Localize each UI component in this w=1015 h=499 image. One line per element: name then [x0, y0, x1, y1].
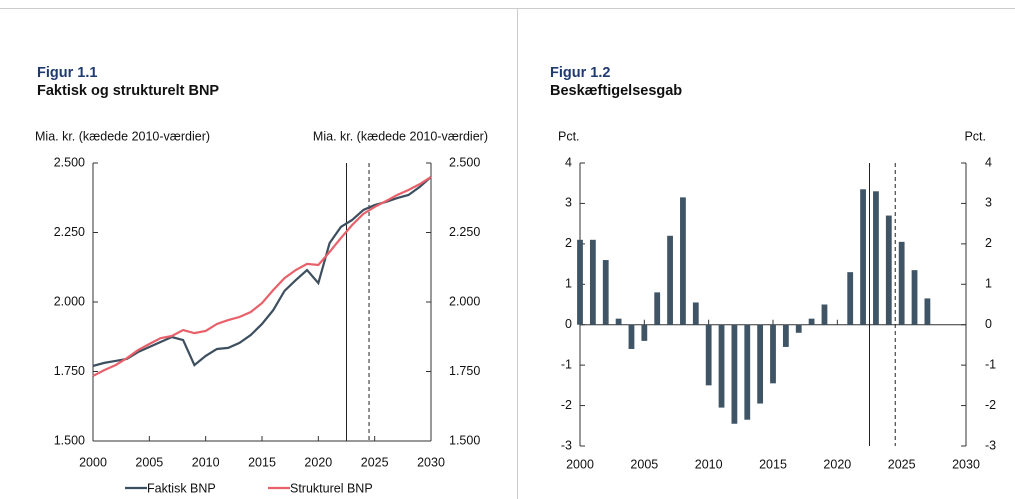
bar	[885, 215, 892, 325]
y-tick-label: 0	[565, 317, 572, 331]
legend-label: Strukturel BNP	[290, 481, 373, 495]
x-tick-label: 2015	[248, 455, 276, 469]
bar	[782, 324, 789, 347]
y-tick-label: 1.500	[54, 433, 85, 447]
y-tick-label: 1.750	[54, 364, 85, 378]
y-tick-label: 2.500	[54, 155, 85, 169]
x-tick-label: 2010	[695, 457, 723, 471]
x-tick-label: 2030	[952, 457, 980, 471]
y2-tick-label: 2	[985, 236, 992, 250]
x-tick-label: 2000	[566, 457, 594, 471]
x-tick-label: 2025	[361, 455, 389, 469]
bar	[680, 197, 686, 325]
bar	[705, 324, 712, 386]
bar	[898, 241, 905, 325]
y2-axis-label: Mia. kr. (kædede 2010-værdier)	[313, 129, 488, 143]
bar	[667, 235, 673, 325]
y2-tick-label: 1.500	[449, 433, 480, 447]
y-axis-label: Mia. kr. (kædede 2010-værdier)	[35, 129, 210, 143]
y-tick-label: 4	[565, 155, 572, 169]
bar	[847, 272, 854, 325]
x-tick-label: 2020	[304, 455, 332, 469]
y-tick-label: -1	[561, 357, 572, 371]
bar	[795, 324, 802, 333]
legend-label: Faktisk BNP	[147, 481, 216, 495]
y2-tick-label: -3	[985, 438, 996, 452]
y-tick-label: 1	[565, 277, 572, 291]
y-axis-label: Pct.	[558, 129, 580, 143]
bar	[602, 260, 609, 325]
y2-tick-label: 2.500	[449, 155, 480, 169]
bar	[628, 324, 635, 349]
x-tick-label: 2005	[630, 457, 658, 471]
y-tick-label: -2	[561, 398, 572, 412]
y2-tick-label: 4	[985, 155, 992, 169]
y-tick-label: 2	[565, 236, 572, 250]
x-tick-label: 2015	[759, 457, 787, 471]
bar	[641, 324, 648, 341]
bar	[589, 239, 596, 325]
y2-tick-label: -2	[985, 398, 996, 412]
y2-tick-label: 0	[985, 317, 992, 331]
y2-axis-label: Pct.	[964, 129, 986, 143]
bar	[770, 324, 776, 384]
series-line	[92, 175, 432, 377]
y2-tick-label: 1.750	[449, 364, 480, 378]
bar	[718, 324, 725, 408]
chart-title: Beskæftigelsesgab	[550, 83, 682, 99]
y-tick-label: 2.000	[54, 294, 85, 308]
y2-tick-label: -1	[985, 357, 996, 371]
bar	[744, 324, 751, 420]
x-tick-label: 2000	[79, 455, 107, 469]
bar	[577, 239, 583, 325]
x-tick-label: 2025	[888, 457, 916, 471]
bar	[911, 270, 918, 325]
bar	[821, 304, 828, 325]
y-tick-label: 2.250	[54, 225, 85, 239]
figure-label: Figur 1.2	[550, 65, 610, 81]
chart-title: Faktisk og strukturelt BNP	[37, 83, 219, 99]
bar	[692, 302, 699, 325]
bar	[924, 298, 931, 325]
series-line	[92, 176, 432, 368]
x-tick-label: 2010	[192, 455, 220, 469]
y2-tick-label: 1	[985, 277, 992, 291]
y2-tick-label: 2.250	[449, 225, 480, 239]
y-tick-label: 3	[565, 196, 572, 210]
bar	[654, 292, 661, 325]
bar	[873, 191, 879, 325]
x-tick-label: 2005	[135, 455, 163, 469]
bar	[615, 318, 622, 325]
y-tick-label: -3	[561, 438, 572, 452]
bar	[860, 189, 866, 325]
bar	[757, 324, 764, 404]
bar	[808, 318, 815, 325]
x-tick-label: 2020	[823, 457, 851, 471]
y2-tick-label: 2.000	[449, 294, 480, 308]
x-tick-label: 2030	[417, 455, 445, 469]
figure-label: Figur 1.1	[37, 65, 97, 81]
bar	[731, 324, 738, 424]
y2-tick-label: 3	[985, 196, 992, 210]
